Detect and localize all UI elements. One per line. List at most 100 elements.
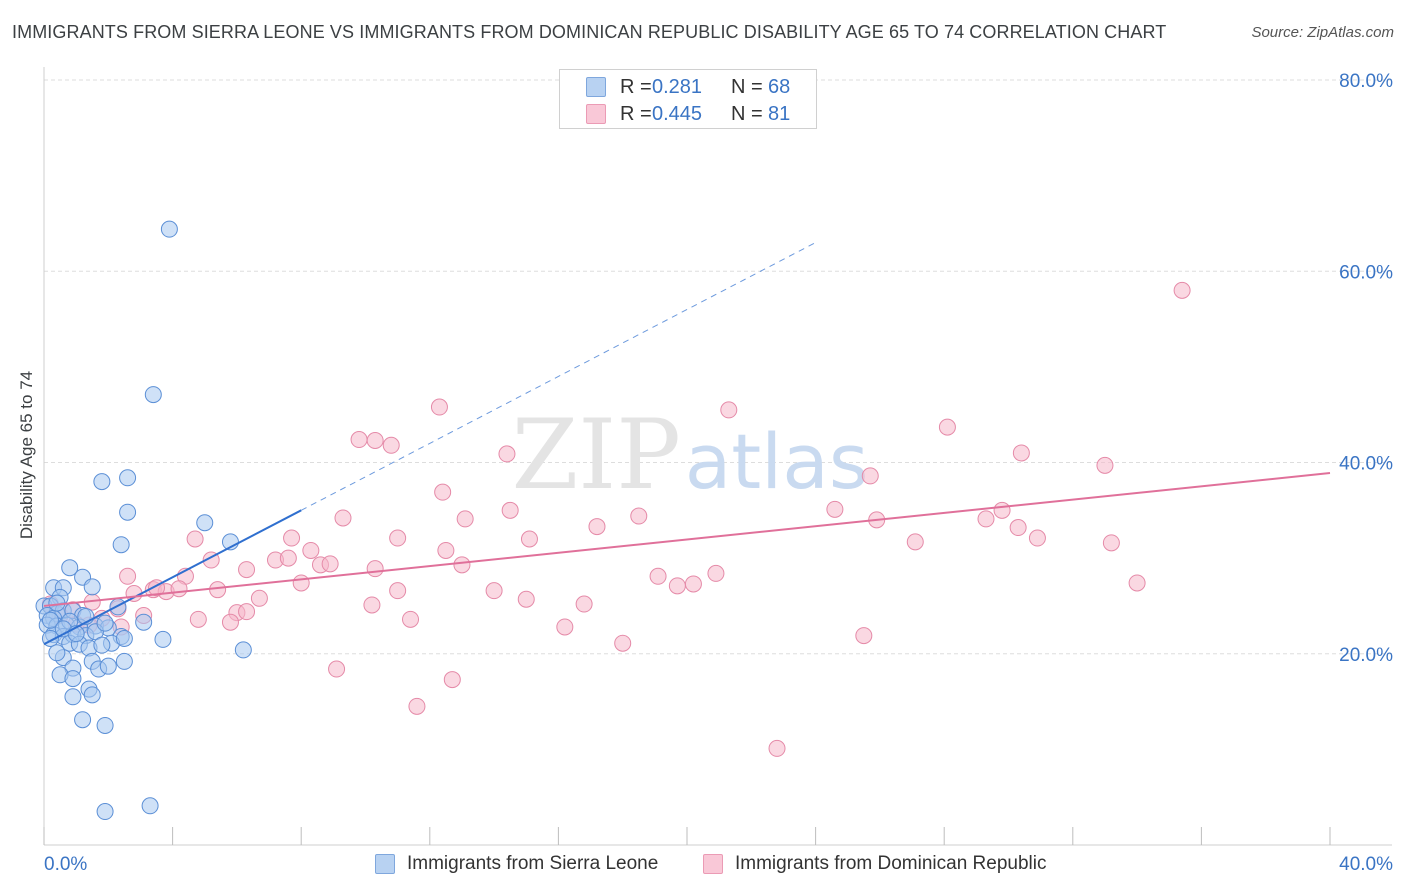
trend-line-sierra-leone bbox=[43, 509, 302, 646]
data-point-dominican-republic bbox=[668, 577, 686, 595]
legend-r-value: 0.445 bbox=[652, 102, 703, 125]
legend-r-value: 0.281 bbox=[652, 75, 703, 98]
legend-swatch-blue bbox=[586, 77, 606, 97]
data-point-dominican-republic bbox=[649, 567, 667, 585]
bottom-legend-dominican-republic: Immigrants from Dominican Republic bbox=[703, 852, 1047, 876]
data-point-sierra-leone bbox=[93, 473, 111, 491]
data-point-sierra-leone bbox=[141, 797, 159, 815]
data-point-sierra-leone bbox=[64, 688, 82, 706]
data-point-dominican-republic bbox=[1028, 529, 1046, 547]
legend-n-value: 81 bbox=[768, 102, 791, 125]
data-point-dominican-republic bbox=[520, 530, 538, 548]
data-point-sierra-leone bbox=[234, 641, 252, 659]
data-point-sierra-leone bbox=[115, 629, 133, 647]
data-point-sierra-leone bbox=[196, 514, 214, 532]
data-point-dominican-republic bbox=[366, 432, 384, 450]
data-point-sierra-leone bbox=[154, 630, 172, 648]
bottom-legend-sierra-leone: Immigrants from Sierra Leone bbox=[375, 852, 658, 876]
tick-labels: 20.0% 40.0% 60.0% 80.0% 0.0% 40.0% bbox=[44, 71, 1393, 875]
data-point-dominican-republic bbox=[321, 555, 339, 573]
data-point-dominican-republic bbox=[363, 596, 381, 614]
data-point-dominican-republic bbox=[993, 501, 1011, 519]
data-point-dominican-republic bbox=[250, 589, 268, 607]
data-point-dominican-republic bbox=[1128, 574, 1146, 592]
data-point-dominican-republic bbox=[292, 574, 310, 592]
legend-r-label: R = bbox=[620, 75, 652, 98]
legend-n-label: N = bbox=[731, 75, 763, 98]
data-point-dominican-republic bbox=[906, 533, 924, 551]
data-point-dominican-republic bbox=[283, 529, 301, 547]
data-point-dominican-republic bbox=[389, 582, 407, 600]
x-tick-label: 0.0% bbox=[44, 854, 87, 875]
data-point-dominican-republic bbox=[977, 510, 995, 528]
data-point-dominican-republic bbox=[334, 509, 352, 527]
data-point-sierra-leone bbox=[74, 711, 92, 729]
data-point-sierra-leone bbox=[112, 536, 130, 554]
correlation-legend: R = 0.281 N = 68 R = 0.445 N = 81 bbox=[559, 69, 817, 129]
data-point-sierra-leone bbox=[115, 652, 133, 670]
data-point-dominican-republic bbox=[556, 618, 574, 636]
data-point-dominican-republic bbox=[389, 529, 407, 547]
data-point-sierra-leone bbox=[144, 386, 162, 404]
data-point-dominican-republic bbox=[350, 431, 368, 449]
data-point-dominican-republic bbox=[1096, 456, 1114, 474]
data-point-dominican-republic bbox=[630, 507, 648, 525]
data-point-dominican-republic bbox=[498, 445, 516, 463]
bottom-legend-label: Immigrants from Sierra Leone bbox=[407, 853, 659, 874]
data-point-dominican-republic bbox=[768, 739, 786, 757]
data-point-dominican-republic bbox=[328, 660, 346, 678]
data-point-dominican-republic bbox=[209, 581, 227, 599]
data-point-dominican-republic bbox=[119, 567, 137, 585]
data-point-dominican-republic bbox=[170, 580, 188, 598]
data-point-dominican-republic bbox=[707, 564, 725, 582]
data-point-sierra-leone bbox=[96, 614, 114, 632]
data-point-sierra-leone bbox=[41, 611, 59, 629]
data-point-dominican-republic bbox=[238, 603, 256, 621]
data-point-dominican-republic bbox=[575, 595, 593, 613]
data-point-dominican-republic bbox=[437, 541, 455, 559]
data-point-dominican-republic bbox=[456, 510, 474, 528]
data-point-sierra-leone bbox=[83, 686, 101, 704]
data-point-dominican-republic bbox=[720, 401, 738, 419]
legend-r-label: R = bbox=[620, 102, 652, 125]
data-point-sierra-leone bbox=[96, 716, 114, 734]
data-point-sierra-leone bbox=[83, 578, 101, 596]
sierra-leone-points bbox=[35, 220, 252, 821]
bottom-legend-swatch-pink bbox=[703, 854, 723, 874]
watermark: ZIPatlas bbox=[512, 399, 869, 511]
data-point-dominican-republic bbox=[588, 518, 606, 536]
bottom-legend-label: Immigrants from Dominican Republic bbox=[735, 853, 1047, 874]
data-point-dominican-republic bbox=[402, 610, 420, 628]
x-tick-label: 40.0% bbox=[1339, 854, 1393, 875]
chart-title: IMMIGRANTS FROM SIERRA LEONE VS IMMIGRAN… bbox=[12, 22, 1167, 42]
data-point-dominican-republic bbox=[408, 697, 426, 715]
dominican-republic-points bbox=[41, 281, 1191, 757]
data-point-sierra-leone bbox=[61, 559, 79, 577]
data-point-dominican-republic bbox=[382, 436, 400, 454]
y-tick-label: 60.0% bbox=[1339, 262, 1393, 283]
data-point-dominican-republic bbox=[366, 560, 384, 578]
data-point-dominican-republic bbox=[430, 398, 448, 416]
data-point-dominican-republic bbox=[302, 541, 320, 559]
data-point-sierra-leone bbox=[96, 803, 114, 821]
legend-swatch-pink bbox=[586, 104, 606, 124]
data-point-dominican-republic bbox=[221, 613, 239, 631]
data-point-dominican-republic bbox=[186, 530, 204, 548]
data-point-dominican-republic bbox=[1102, 534, 1120, 552]
legend-n-label: N = bbox=[731, 102, 763, 125]
y-tick-label: 20.0% bbox=[1339, 645, 1393, 666]
data-point-sierra-leone bbox=[160, 220, 178, 238]
data-point-sierra-leone bbox=[119, 469, 137, 487]
gridlines bbox=[44, 79, 1392, 655]
data-point-sierra-leone bbox=[109, 598, 127, 616]
data-point-dominican-republic bbox=[453, 556, 471, 574]
data-point-dominican-republic bbox=[501, 501, 519, 519]
data-point-dominican-republic bbox=[855, 627, 873, 645]
watermark-atlas: atlas bbox=[685, 417, 869, 506]
data-point-sierra-leone bbox=[99, 657, 117, 675]
trend-lines bbox=[43, 242, 1331, 646]
data-point-sierra-leone bbox=[64, 670, 82, 688]
bottom-legend-swatch-blue bbox=[375, 854, 395, 874]
data-point-sierra-leone bbox=[135, 613, 153, 631]
